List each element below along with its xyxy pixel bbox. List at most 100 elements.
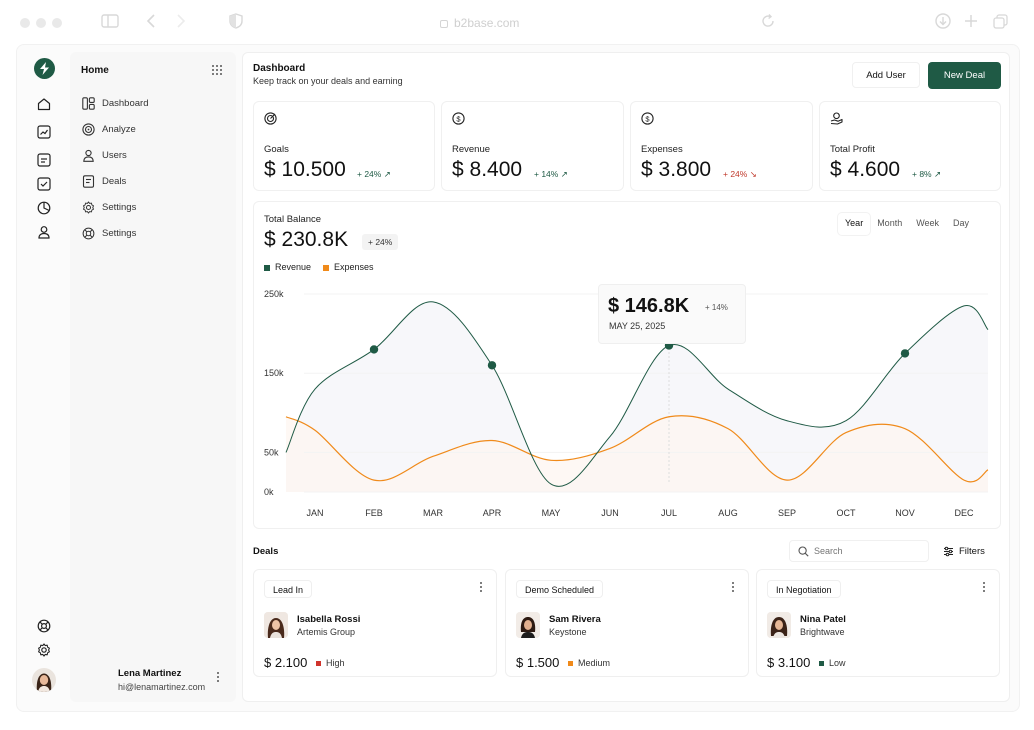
deal-priority: Medium [568, 658, 610, 668]
grid-icon[interactable] [211, 64, 223, 76]
deal-menu-icon[interactable] [479, 582, 483, 594]
bolt-logo-icon[interactable] [34, 58, 55, 79]
window-close-button[interactable] [20, 18, 30, 28]
x-tick-label: APR [483, 508, 502, 518]
dollar-coin-icon: $ [452, 112, 465, 125]
add-user-button[interactable]: Add User [852, 62, 920, 88]
period-week[interactable]: Week [916, 218, 940, 228]
sidebar-item-support-settings[interactable]: Settings [82, 224, 136, 242]
deal-priority: High [316, 658, 345, 668]
reload-icon[interactable] [761, 14, 775, 28]
sidebar-item-deals[interactable]: Deals [82, 172, 126, 190]
sidebar-item-analyze[interactable]: Analyze [82, 120, 136, 138]
lifebuoy-icon[interactable] [36, 618, 52, 634]
balance-delta: + 24% [362, 234, 399, 250]
period-month[interactable]: Month [877, 218, 903, 228]
kpi-label: Total Profit [830, 144, 875, 155]
search-input[interactable] [814, 546, 914, 556]
sidebar-item-label: Analyze [102, 123, 136, 135]
sidebar-item-settings[interactable]: Settings [82, 198, 136, 216]
x-tick-label: MAR [423, 508, 444, 518]
forward-icon[interactable] [176, 14, 186, 28]
pie-chart-icon[interactable] [36, 200, 52, 216]
balance-label: Total Balance [264, 214, 322, 225]
lock-icon [440, 19, 448, 28]
deal-menu-icon[interactable] [731, 582, 735, 594]
target-icon [264, 112, 277, 125]
svg-text:$: $ [645, 114, 650, 123]
deal-stage-badge: Lead In [264, 580, 313, 598]
x-tick-label: MAY [542, 508, 561, 518]
expenses-area [286, 415, 988, 492]
sidebar-item-dashboard[interactable]: Dashboard [82, 94, 148, 112]
window-minimize-button[interactable] [36, 18, 46, 28]
kpi-value: $ 3.800 [641, 158, 712, 181]
sidebar-item-label: Settings [102, 201, 137, 213]
tabs-overview-icon[interactable] [993, 14, 1008, 29]
new-deal-button[interactable]: New Deal [928, 62, 1001, 89]
kpi-delta: + 24% ↗ [357, 169, 391, 179]
revenue-point [369, 345, 379, 354]
hand-coins-icon [830, 112, 843, 125]
deal-menu-icon[interactable] [982, 582, 986, 594]
dollar-down-icon: $ [641, 112, 654, 125]
arrow-down-right-icon: ↘ [749, 169, 757, 179]
gear-icon[interactable] [36, 642, 52, 658]
y-tick-label: 150k [264, 368, 284, 378]
message-icon[interactable] [36, 152, 52, 168]
address-bar[interactable]: b2base.com [440, 13, 590, 33]
sidebar-toggle-icon[interactable] [101, 14, 119, 28]
window-zoom-button[interactable] [52, 18, 62, 28]
revenue-series-line [285, 301, 989, 487]
download-icon[interactable] [935, 13, 951, 29]
back-icon[interactable] [146, 14, 156, 28]
filters-label: Filters [959, 545, 985, 557]
tooltip-delta: + 14% [705, 303, 728, 312]
user-profile[interactable]: Lena Martinez hi@lenamartinez.com [80, 666, 230, 696]
filters-button[interactable]: Filters [943, 543, 985, 559]
deal-card[interactable]: Demo Scheduled Sam Rivera Keystone $ 1.5… [505, 569, 749, 677]
x-tick-label: JUL [661, 508, 677, 518]
page-title: Dashboard [253, 63, 306, 74]
kpi-card-total-profit: Total Profit $ 4.600 + 8% ↗ [819, 101, 1001, 191]
user-menu-icon[interactable] [216, 672, 220, 684]
revenue-area [286, 301, 988, 492]
shield-icon[interactable] [229, 13, 243, 29]
kpi-delta: + 8% ↗ [912, 169, 942, 179]
avatar[interactable] [32, 668, 56, 692]
search-icon [798, 545, 809, 557]
new-tab-icon[interactable] [964, 14, 978, 28]
deal-contact-name: Nina Patel [800, 614, 846, 625]
deal-stage-badge: Demo Scheduled [516, 580, 604, 598]
arrow-up-right-icon: ↗ [560, 169, 568, 179]
page-subtitle: Keep track on your deals and earning [253, 76, 403, 86]
document-icon [82, 174, 95, 188]
deal-amount: $ 2.100 [264, 655, 308, 670]
balance-value: $ 230.8K [264, 228, 349, 251]
user-icon [83, 149, 94, 162]
avatar [767, 612, 791, 638]
deal-card[interactable]: Lead In Isabella Rossi Artemis Group $ 2… [253, 569, 497, 677]
chart-legend: Revenue Expenses [264, 262, 374, 272]
deal-card[interactable]: In Negotiation Nina Patel Brightwave $ 3… [756, 569, 1000, 677]
revenue-point [900, 349, 910, 358]
address-text: b2base.com [454, 16, 520, 30]
period-day[interactable]: Day [953, 218, 970, 228]
check-square-icon[interactable] [36, 176, 52, 192]
kpi-label: Goals [264, 144, 289, 155]
x-tick-label: DEC [954, 508, 974, 518]
revenue-point [487, 361, 497, 370]
user-email: hi@lenamartinez.com [118, 682, 206, 692]
kpi-value: $ 8.400 [452, 158, 523, 181]
home-icon[interactable] [36, 96, 52, 112]
chart-icon[interactable] [36, 124, 52, 140]
period-year[interactable]: Year [838, 213, 871, 235]
browser-chrome: b2base.com [0, 0, 1034, 44]
layout-icon [82, 96, 95, 110]
sidebar-item-label: Users [102, 149, 127, 161]
x-tick-label: AUG [718, 508, 738, 518]
user-icon[interactable] [36, 224, 52, 240]
search-box[interactable] [789, 540, 929, 562]
total-balance-card: 250k 150k 50k 0k JAN FEB MAR APR MAY JUN JUL AUG SEP… [253, 201, 1001, 529]
sidebar-item-users[interactable]: Users [82, 146, 127, 164]
